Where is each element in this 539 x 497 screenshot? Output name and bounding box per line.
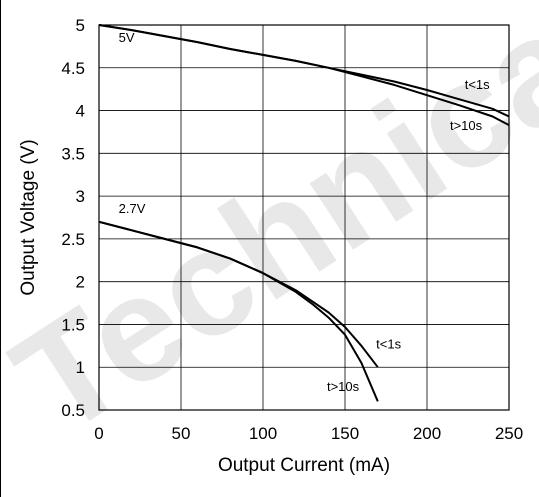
series-line-5V-long <box>98 24 510 126</box>
x-tick-label: 250 <box>495 424 523 443</box>
series-line-2p7V-long <box>98 220 379 402</box>
annotations: 5V 2.7V t<1s t>10s t<1s t>10s <box>119 30 490 394</box>
x-tick-label: 150 <box>331 424 359 443</box>
y-tick-labels: 0.5 1 1.5 2 2.5 3 3.5 4 4.5 5 <box>61 16 85 420</box>
x-tick-label: 200 <box>413 424 441 443</box>
y-tick-label: 5 <box>76 16 85 35</box>
x-axis-title: Output Current (mA) <box>218 455 390 476</box>
x-tick-label: 0 <box>94 424 103 443</box>
series-group <box>98 24 510 402</box>
annotation-label: t<1s <box>376 336 401 351</box>
y-tick-label: 3.5 <box>61 144 85 163</box>
x-tick-label: 100 <box>249 424 277 443</box>
plot-frame <box>98 24 510 411</box>
y-axis-title: Output Voltage (V) <box>18 139 39 295</box>
y-tick-label: 1.5 <box>61 315 85 334</box>
annotation-label: t>10s <box>450 118 483 133</box>
annotation-label: 5V <box>119 30 135 45</box>
annotation-label: t<1s <box>465 77 490 92</box>
annotation-label: t>10s <box>327 379 360 394</box>
x-tick-label: 50 <box>172 424 191 443</box>
y-tick-label: 2.5 <box>61 230 85 249</box>
grid <box>99 25 509 410</box>
y-tick-label: 2 <box>76 273 85 292</box>
y-tick-label: 4 <box>76 102 85 121</box>
x-tick-labels: 0 50 100 150 200 250 <box>94 424 523 443</box>
y-tick-label: 3 <box>76 187 85 206</box>
y-tick-label: 0.5 <box>61 401 85 420</box>
y-tick-label: 1 <box>76 358 85 377</box>
y-tick-label: 4.5 <box>61 59 85 78</box>
annotation-label: 2.7V <box>119 201 146 216</box>
